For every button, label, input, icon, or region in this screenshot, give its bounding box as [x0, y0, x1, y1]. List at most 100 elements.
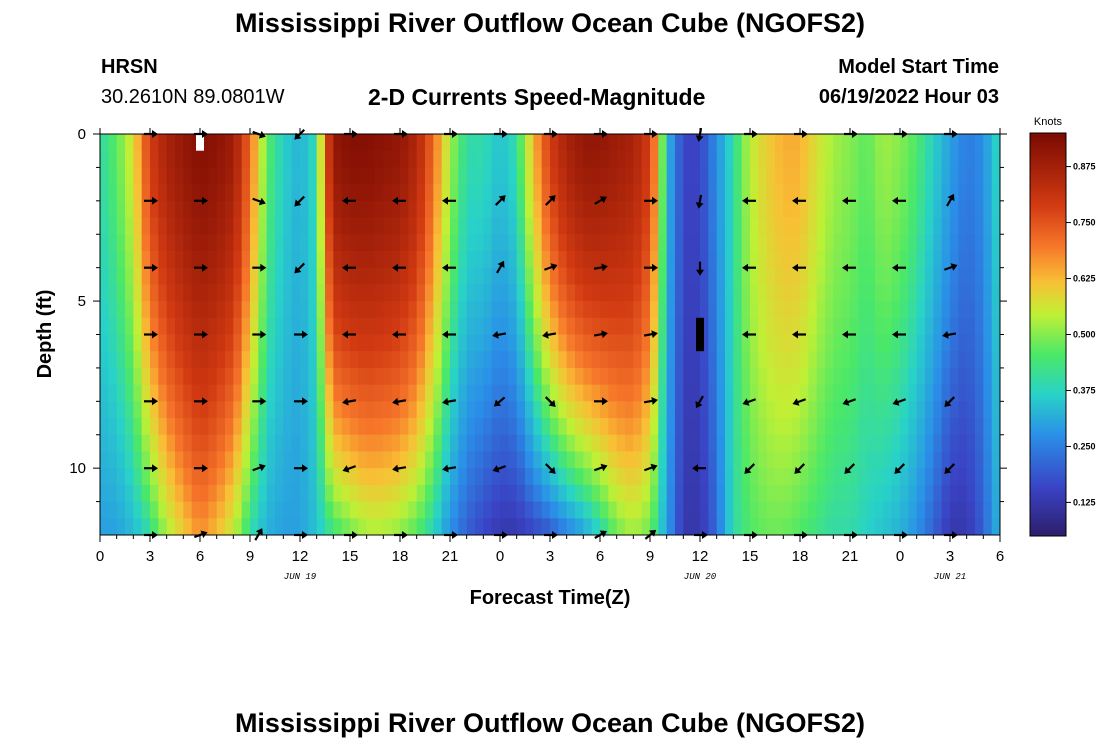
heatmap-cell	[100, 351, 109, 369]
heatmap-cell	[125, 317, 134, 336]
heatmap-cell	[250, 250, 259, 269]
heatmap-cell	[758, 401, 768, 419]
heatmap-cell	[108, 134, 118, 152]
heatmap-cell	[775, 250, 784, 269]
heatmap-cell	[950, 317, 959, 336]
heatmap-cell	[250, 217, 259, 235]
heatmap-cell	[250, 484, 259, 503]
heatmap-cell	[166, 434, 176, 453]
heatmap-cell	[608, 334, 618, 352]
heatmap-cell	[141, 351, 151, 369]
heatmap-cell	[791, 484, 801, 503]
heatmap-cell	[466, 317, 476, 336]
heatmap-cell	[183, 334, 193, 352]
heatmap-cell	[133, 484, 143, 503]
heatmap-cell	[741, 134, 751, 152]
heatmap-cell	[591, 367, 601, 386]
heatmap-cell	[425, 234, 434, 252]
current-vector	[643, 463, 658, 472]
heatmap-cell	[141, 167, 151, 185]
heatmap-cell	[291, 451, 301, 469]
vector-head	[152, 397, 158, 406]
heatmap-cell	[608, 501, 618, 519]
heatmap-cell	[458, 184, 468, 202]
heatmap-cell	[958, 434, 968, 453]
heatmap-cell	[750, 317, 759, 336]
heatmap-cell	[758, 234, 768, 252]
heatmap-cell	[208, 167, 218, 185]
heatmap-cell	[266, 184, 276, 202]
current-vector	[542, 330, 557, 339]
heatmap-cell	[150, 351, 159, 369]
heatmap-cell	[750, 284, 759, 302]
heatmap-cell	[483, 250, 493, 269]
heatmap-cell	[541, 217, 551, 235]
heatmap-cell	[616, 200, 626, 219]
heatmap-cell	[950, 284, 959, 302]
heatmap-cell	[475, 518, 484, 535]
heatmap-cell	[325, 401, 334, 419]
heatmap-cell	[141, 184, 151, 202]
heatmap-cell	[891, 351, 901, 369]
heatmap-cell	[166, 367, 176, 386]
heatmap-cell	[708, 384, 718, 402]
heatmap-cell	[258, 134, 268, 152]
heatmap-cell	[808, 200, 818, 219]
vector-head	[258, 463, 266, 472]
heatmap-cell	[400, 317, 409, 336]
heatmap-cell	[441, 418, 451, 436]
heatmap-cell	[541, 150, 551, 169]
heatmap-cell	[658, 200, 668, 219]
heatmap-cell	[741, 184, 751, 202]
heatmap-cell	[991, 401, 1000, 419]
heatmap-cell	[350, 150, 359, 169]
heatmap-cell	[691, 484, 701, 503]
heatmap-cell	[316, 384, 326, 402]
current-vector	[944, 463, 956, 474]
heatmap-cell	[466, 167, 476, 185]
heatmap-cell	[916, 484, 926, 503]
heatmap-cell	[466, 284, 476, 302]
heatmap-cell	[883, 367, 893, 386]
heatmap-cell	[791, 418, 801, 436]
heatmap-cell	[183, 384, 193, 402]
heatmap-cell	[825, 468, 834, 486]
heatmap-cell	[950, 468, 959, 486]
heatmap-cell	[825, 418, 834, 436]
heatmap-cell	[675, 317, 684, 336]
heatmap-cell	[175, 451, 184, 469]
heatmap-cell	[908, 351, 918, 369]
heatmap-cell	[358, 334, 368, 352]
heatmap-cell	[800, 351, 809, 369]
heatmap-cell	[941, 134, 951, 152]
heatmap-cell	[966, 434, 976, 453]
heatmap-cell	[250, 284, 259, 302]
heatmap-cell	[358, 501, 368, 519]
heatmap-cell	[825, 250, 834, 269]
heatmap-cell	[733, 134, 743, 152]
heatmap-cell	[533, 284, 543, 302]
heatmap-cell	[708, 518, 718, 535]
heatmap-cell	[966, 334, 976, 352]
heatmap-cell	[708, 284, 718, 302]
heatmap-cell	[775, 501, 784, 519]
heatmap-cell	[516, 518, 526, 535]
heatmap-cell	[216, 234, 226, 252]
heatmap-cell	[333, 351, 343, 369]
heatmap-cell	[158, 184, 168, 202]
vector-head	[492, 330, 499, 339]
heatmap-cell	[516, 217, 526, 235]
heatmap-cell	[108, 518, 118, 535]
heatmap-cell	[358, 284, 368, 302]
heatmap-cell	[241, 434, 251, 453]
heatmap-cell	[116, 451, 126, 469]
heatmap-cell	[941, 384, 951, 402]
heatmap-cell	[875, 351, 884, 369]
heatmap-cell	[308, 250, 318, 269]
heatmap-cell	[800, 418, 809, 436]
heatmap-cell	[175, 284, 184, 302]
heatmap-cell	[725, 367, 734, 386]
heatmap-cell	[150, 451, 159, 469]
heatmap-cell	[466, 501, 476, 519]
heatmap-cell	[308, 401, 318, 419]
